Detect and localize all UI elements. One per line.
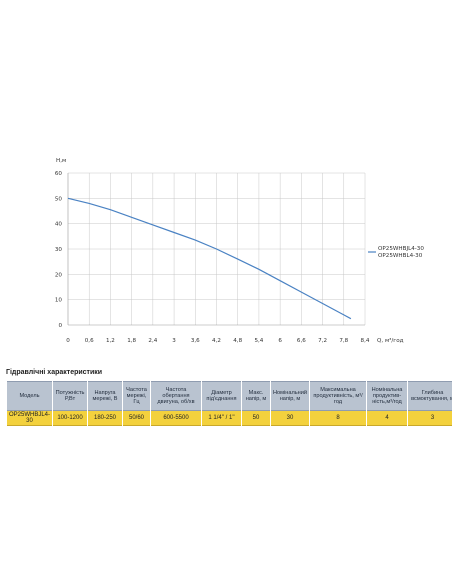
x-tick-label: 7,8 bbox=[339, 338, 348, 344]
table-body: OP25WHBJL4-30 100-1200 180-250 50/60 600-550… bbox=[7, 411, 452, 426]
column-header: Максимальна продуктивність, м³/год bbox=[310, 381, 366, 411]
y-tick-label: 50 bbox=[55, 196, 63, 202]
y-tick-label: 40 bbox=[55, 222, 63, 228]
column-header: Номінальна продуктив-ність,м³/год bbox=[367, 381, 407, 411]
series-line bbox=[67, 197, 352, 320]
x-tick-label: 1,2 bbox=[106, 338, 115, 344]
x-tick-label: 1,8 bbox=[127, 338, 136, 344]
x-tick-label: 4,2 bbox=[212, 338, 221, 344]
column-header: Частота мережі, Гц bbox=[123, 381, 150, 411]
x-tick-label: 8,4 bbox=[361, 338, 370, 344]
column-header: Модель bbox=[7, 381, 52, 411]
x-tick-label: 2,4 bbox=[148, 338, 157, 344]
column-header: Частота обертання двигуна, об/хв bbox=[151, 381, 201, 411]
y-tick-label: 0 bbox=[58, 323, 62, 329]
column-header: Потужність Р,Вт bbox=[53, 381, 87, 411]
table-cell: OP25WHBJL4-30 bbox=[7, 411, 52, 426]
y-tick-label: 60 bbox=[55, 171, 63, 177]
column-header: Діаметр під'єднання bbox=[202, 381, 241, 411]
column-header: Напруга мережі, В bbox=[88, 381, 122, 411]
table-cell: 100-1200 bbox=[53, 411, 87, 426]
column-header: Макс. напір, м bbox=[242, 381, 270, 411]
pump-performance-chart: 0 10 20 30 40 50 60 0 0,6 1,2 1,8 2,4 3 3,6 4,2 4,8 5,4… bbox=[55, 158, 424, 344]
legend: OP25WHBJL4-30 OP25WHBL4-30 bbox=[368, 246, 424, 259]
x-tick-label: 0 bbox=[66, 338, 70, 344]
legend-label-1: OP25WHBJL4-30 bbox=[378, 246, 424, 252]
section-title: Гідравлічні характеристики bbox=[6, 369, 103, 376]
table-row: OP25WHBJL4-30 100-1200 180-250 50/60 600-550… bbox=[7, 411, 452, 426]
specs-table: Модель Потужність Р,Вт Напруга мережі, В Ча… bbox=[6, 381, 452, 426]
column-header: Номінальний напір, м bbox=[271, 381, 309, 411]
x-tick-label: 0,6 bbox=[85, 338, 94, 344]
y-tick-label: 20 bbox=[55, 272, 63, 278]
table-cell: 8 bbox=[310, 411, 366, 426]
series-lines bbox=[67, 197, 352, 320]
x-tick-label: 3,6 bbox=[191, 338, 200, 344]
x-tick-label: 3 bbox=[172, 338, 176, 344]
x-tick-label: 5,4 bbox=[254, 338, 263, 344]
y-tick-label: 10 bbox=[55, 298, 63, 304]
x-tick-label: 6 bbox=[278, 338, 282, 344]
y-tick-labels: 0 10 20 30 40 50 60 bbox=[55, 171, 63, 329]
table-cell: 30 bbox=[271, 411, 309, 426]
x-tick-label: 4,8 bbox=[233, 338, 242, 344]
y-axis-label: H,м bbox=[56, 158, 66, 164]
x-tick-labels: 0 0,6 1,2 1,8 2,4 3 3,6 4,2 4,8 5,4 6 6,6 7,2 7,8 8,4 bbox=[66, 338, 370, 344]
x-axis-label: Q, м³/год bbox=[377, 337, 404, 344]
table-cell: 50/60 bbox=[123, 411, 150, 426]
table-cell: 50 bbox=[242, 411, 270, 426]
table-cell: 1 1/4'' / 1'' bbox=[202, 411, 241, 426]
table-cell: 4 bbox=[367, 411, 407, 426]
table-header-row: Модель Потужність Р,Вт Напруга мережі, В Ча… bbox=[7, 381, 452, 411]
column-header: Глибина всмоктування, м bbox=[408, 381, 452, 411]
table-cell: 600-5500 bbox=[151, 411, 201, 426]
legend-label-2: OP25WHBL4-30 bbox=[378, 253, 423, 259]
table-cell: 3 bbox=[408, 411, 452, 426]
table-cell: 180-250 bbox=[88, 411, 122, 426]
y-tick-label: 30 bbox=[55, 247, 63, 253]
x-tick-label: 6,6 bbox=[297, 338, 306, 344]
x-tick-label: 7,2 bbox=[318, 338, 327, 344]
